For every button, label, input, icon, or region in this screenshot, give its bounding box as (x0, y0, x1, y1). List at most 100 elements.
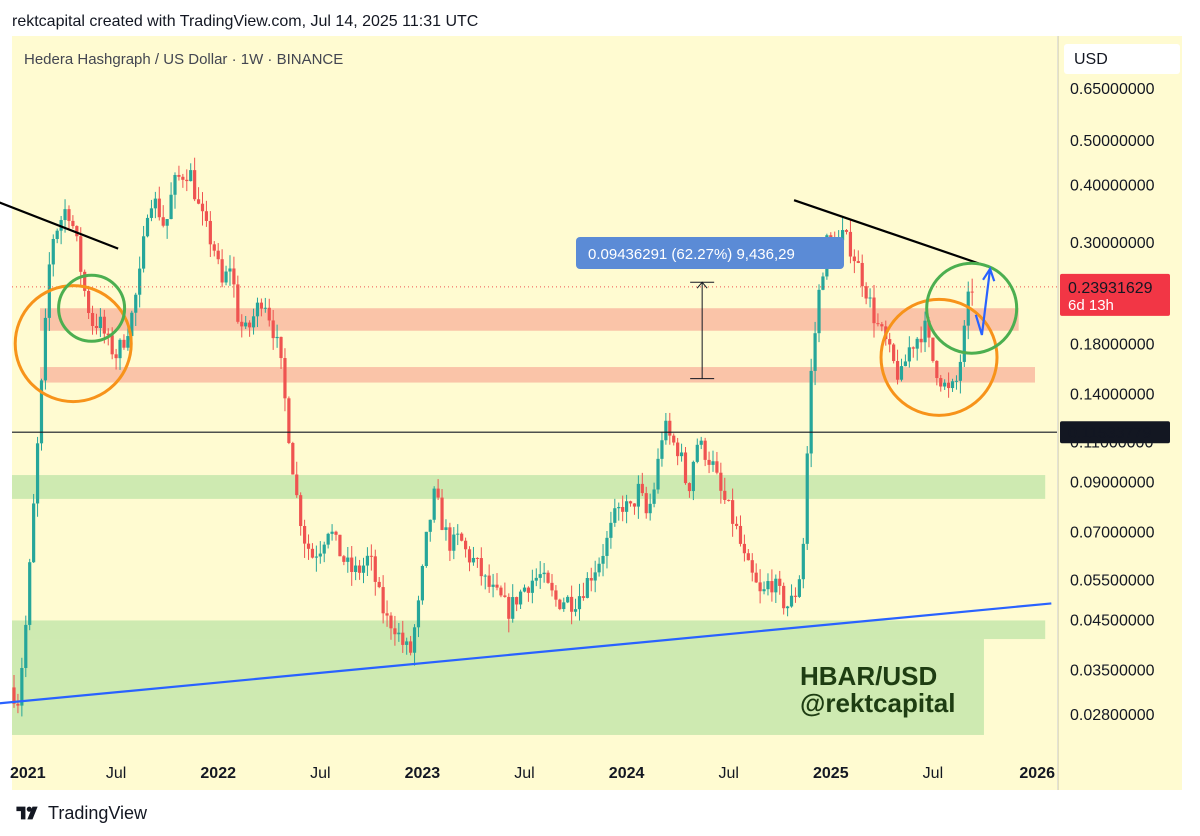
candle-body (703, 440, 707, 460)
candle-body (416, 600, 421, 628)
candle-body (350, 557, 354, 572)
candle-body (369, 555, 373, 557)
y-tick-label: 0.09000000 (1070, 475, 1155, 492)
candle-body (193, 170, 197, 200)
candle-body (357, 565, 362, 573)
candle-body (63, 209, 67, 221)
candle-body (204, 211, 209, 221)
reference-price-badge (1060, 421, 1170, 444)
candle-body (428, 519, 432, 532)
price-axis: 0.65000000 0.50000000 0.40000000 0.30000000… (1060, 81, 1170, 724)
candle-body (467, 549, 472, 563)
candle-body (738, 525, 743, 544)
candle-body (947, 382, 951, 389)
candle-body (181, 176, 185, 180)
candle-body (165, 219, 169, 226)
candle-body (495, 584, 499, 588)
tradingview-brand[interactable]: TradingView (14, 800, 147, 826)
candle-body (322, 544, 326, 554)
candle-body (20, 667, 24, 706)
candle-body (793, 595, 798, 597)
candle-body (589, 578, 593, 581)
candle-body (915, 338, 919, 349)
candle-body (778, 578, 782, 586)
candle-countdown-label: 6d 13h (1068, 297, 1114, 314)
candle-body (126, 336, 130, 348)
candle-body (507, 596, 511, 619)
candle-body (440, 497, 444, 530)
trendline (0, 602, 1052, 705)
candle-body (786, 606, 790, 609)
candle-body (789, 595, 794, 607)
candle-body (397, 632, 401, 635)
candle-body (232, 268, 236, 285)
candle-body (310, 548, 315, 558)
candle-body (950, 381, 955, 389)
symbol-label: Hedera Hashgraph / US Dollar · 1W · BINA… (24, 51, 343, 68)
candle-body (742, 543, 747, 554)
watermark: HBAR/USD @rektcapital (800, 661, 955, 718)
candle-body (782, 585, 786, 609)
candle-body (868, 297, 872, 299)
candle-body (55, 230, 59, 239)
candle-body (570, 596, 574, 612)
candle-body (880, 324, 884, 327)
candle-body (935, 360, 939, 379)
candle-body (405, 641, 409, 645)
candle-body (876, 323, 880, 325)
current-price-label: 0.23931629 (1068, 280, 1153, 297)
candle-body (216, 250, 220, 260)
y-tick-label: 0.03500000 (1070, 663, 1155, 680)
x-tick-label: Jul (514, 765, 534, 782)
resistance-zone (40, 367, 1035, 383)
candle-body (695, 444, 699, 462)
highlight-circle (879, 297, 999, 417)
candle-body (962, 325, 966, 362)
candle-body (185, 179, 189, 182)
x-tick-label: 2026 (1019, 765, 1055, 782)
resistance-zone (40, 308, 1019, 331)
candle-body (334, 531, 338, 535)
candle-body (43, 317, 48, 381)
candle-body (267, 307, 271, 321)
candle-body (173, 174, 177, 195)
candle-body (817, 289, 821, 334)
candle-body (664, 420, 668, 441)
candle-body (479, 558, 483, 577)
projection-path (974, 268, 992, 336)
candle-body (381, 587, 385, 614)
tradingview-logo-icon (16, 806, 38, 820)
candle-body (338, 534, 342, 557)
candle-body (577, 596, 582, 610)
candle-body (860, 262, 864, 287)
candle-body (840, 230, 845, 241)
candle-body (220, 259, 224, 283)
support-zone (12, 475, 1046, 499)
candle-body (550, 582, 554, 591)
candle-body (774, 578, 778, 593)
candle-body (573, 609, 578, 612)
candle-body (94, 325, 99, 329)
candle-body (499, 587, 503, 596)
candle-body (448, 527, 452, 551)
candle-body (613, 508, 617, 523)
candle-body (676, 442, 680, 457)
candle-body (157, 198, 161, 218)
candle-body (373, 556, 377, 582)
price-axis-background[interactable] (1058, 36, 1182, 790)
currency-selector[interactable]: USD (1064, 44, 1180, 74)
candles-layer (12, 157, 974, 717)
candle-body (628, 501, 633, 504)
candle-body (365, 555, 370, 566)
candle-body (542, 572, 546, 575)
candle-body (295, 474, 299, 496)
candle-body (83, 271, 87, 291)
candle-body (389, 615, 393, 629)
time-axis: 2021 Jul 2022 Jul 2023 Jul 2024 Jul 2025 Jul 2026 (10, 765, 1055, 782)
y-tick-label: 0.14000000 (1070, 387, 1155, 404)
candle-body (727, 499, 731, 501)
highlight-circle (13, 284, 133, 404)
candle-body (805, 453, 809, 544)
candle-body (715, 461, 719, 473)
